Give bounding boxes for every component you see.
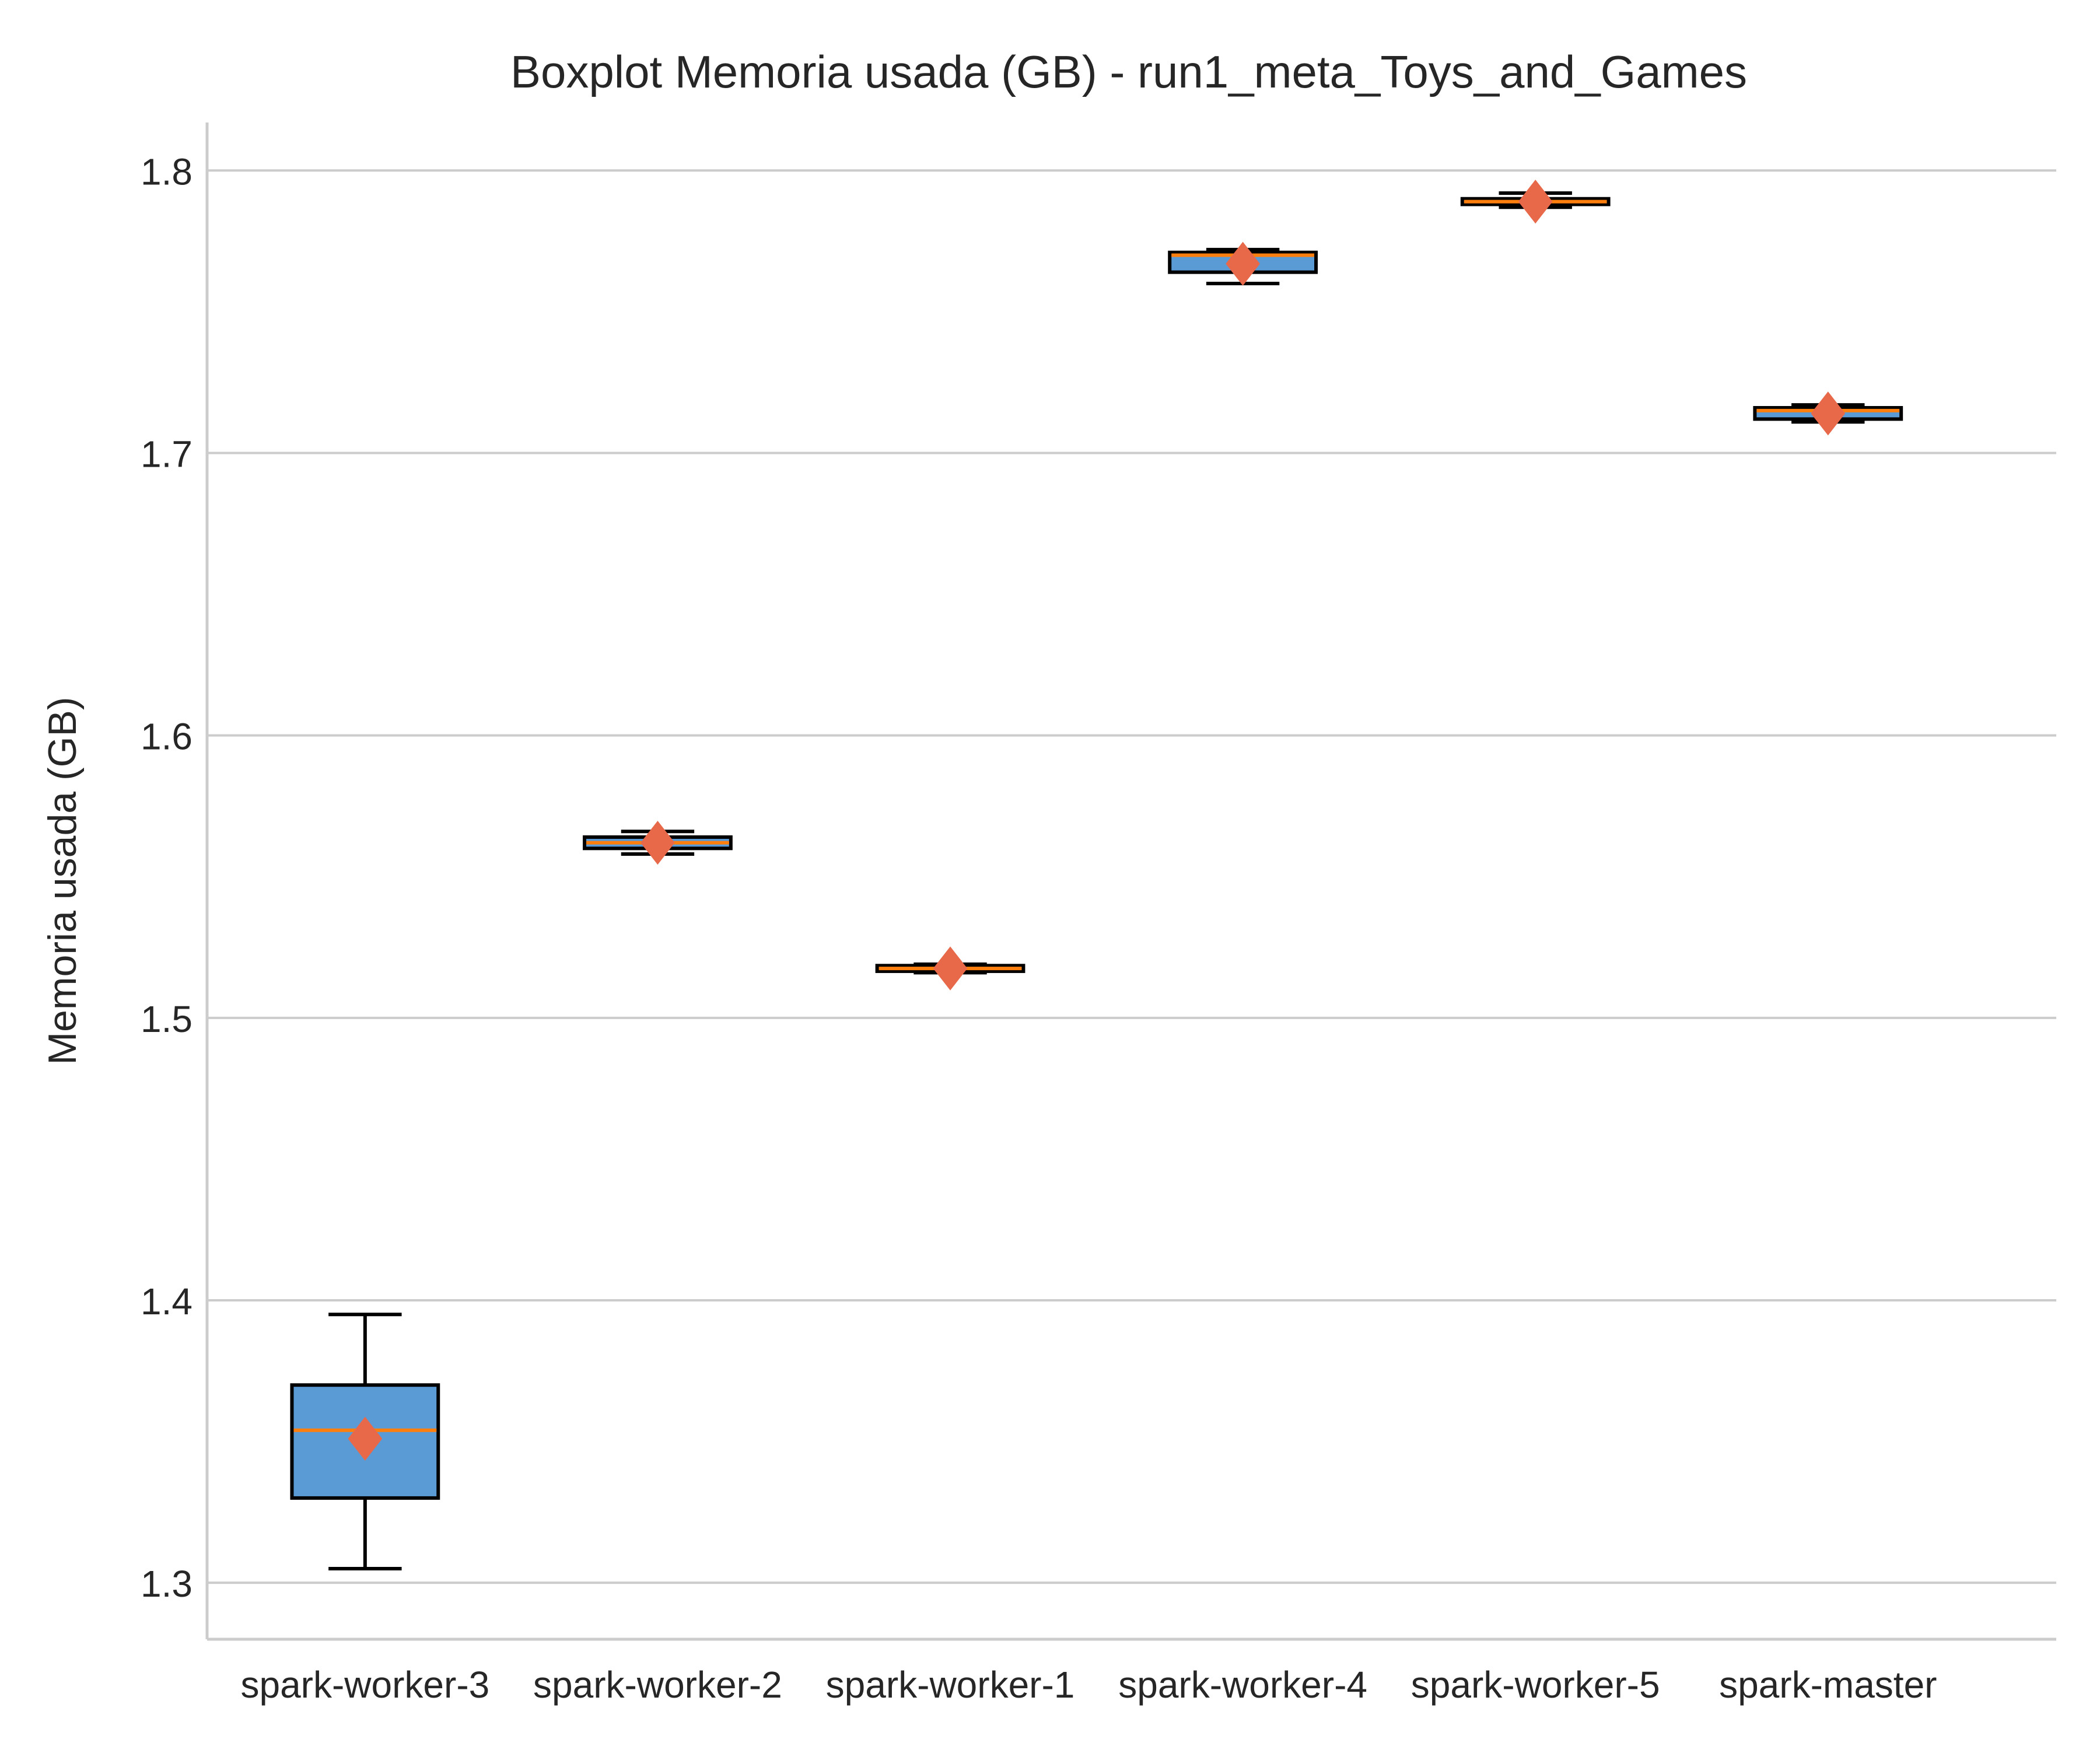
mean-marker: [933, 946, 968, 991]
mean-marker: [640, 821, 675, 865]
box-group: [583, 821, 733, 865]
labels-layer: 1.3 1.4 1.5 1.6 1.7 1.8 spark-worker-3 spark-wo…: [141, 151, 1937, 1706]
box-group: [875, 946, 1026, 991]
mean-marker: [1226, 242, 1260, 286]
x-tick-label: spark-worker-3: [240, 1664, 489, 1706]
y-tick-label: 1.3: [141, 1563, 192, 1605]
grid-layer: [207, 169, 2056, 1584]
x-tick-label: spark-worker-5: [1411, 1664, 1660, 1706]
box-group: [1168, 242, 1318, 286]
x-tick-label: spark-worker-1: [826, 1664, 1075, 1706]
boxes-layer: [290, 179, 1903, 1570]
box-group: [1753, 391, 1903, 436]
x-tick-label: spark-worker-2: [533, 1664, 782, 1706]
axes-layer: [205, 123, 2056, 1641]
y-tick-label: 1.6: [141, 716, 192, 758]
y-tick-label: 1.8: [141, 151, 192, 193]
mean-marker: [348, 1416, 383, 1461]
y-axis-label: Memoria usada (GB): [40, 697, 85, 1065]
x-tick-label: spark-worker-4: [1118, 1664, 1367, 1706]
box-group: [1460, 179, 1611, 224]
mean-marker: [1811, 391, 1846, 436]
mean-marker: [1518, 179, 1553, 224]
y-tick-label: 1.7: [141, 433, 192, 475]
x-tick-label: spark-master: [1719, 1664, 1937, 1706]
chart-title: Boxplot Memoria usada (GB) - run1_meta_T…: [510, 46, 1747, 97]
box-group: [290, 1313, 440, 1570]
y-tick-label: 1.5: [141, 998, 192, 1040]
y-tick-label: 1.4: [141, 1280, 192, 1322]
